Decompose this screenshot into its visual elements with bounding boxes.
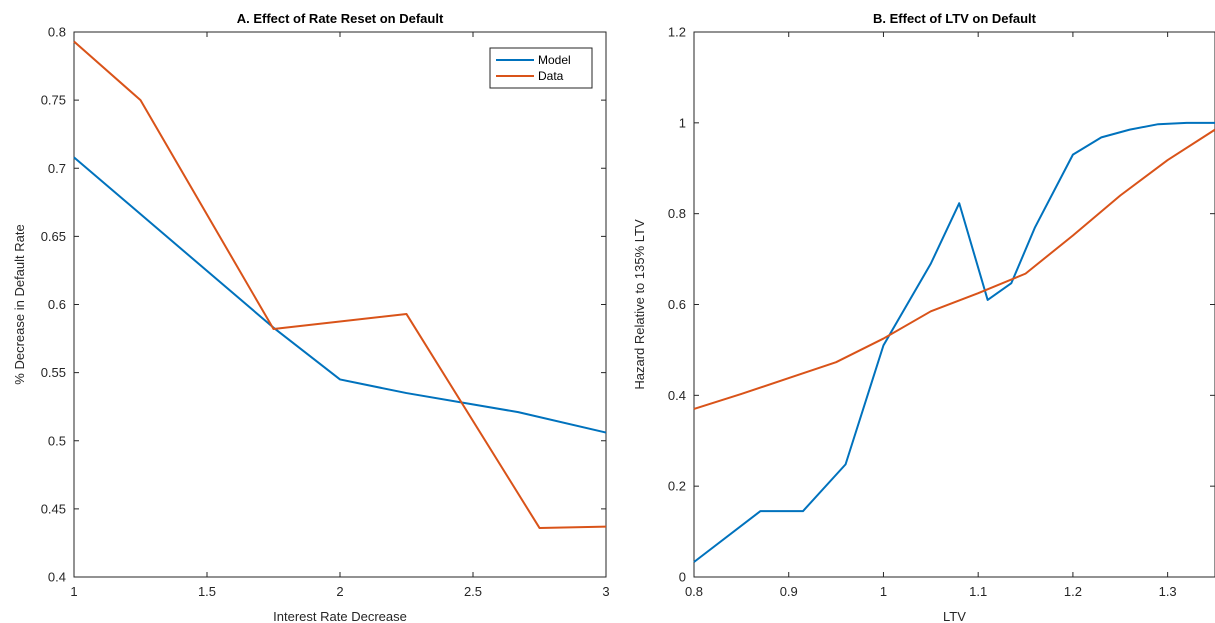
legend: Model Data bbox=[489, 47, 593, 89]
chart-a: 1 1.5 2 2.5 3 0.4 0.45 0.5 0.55 0.6 0.65 0.7 0.75 0.8… bbox=[12, 11, 610, 623]
legend-entry: Model bbox=[538, 53, 571, 67]
y-tick-label: 0.65 bbox=[41, 229, 66, 244]
chart-b: 0.8 0.9 1 1.1 1.2 1.3 0 0.2 0.4 0.6 0.8 1 1.2 B. Effe… bbox=[632, 11, 1215, 623]
y-tick-label: 0.8 bbox=[668, 206, 686, 221]
x-tick-label: 1.1 bbox=[969, 584, 987, 599]
y-tick-label: 0.4 bbox=[48, 570, 66, 585]
y-tick-label: 0.75 bbox=[41, 93, 66, 108]
x-tick-label: 1 bbox=[70, 584, 77, 599]
series-line-model bbox=[73, 156, 607, 434]
x-tick-label: 3 bbox=[602, 584, 609, 599]
x-tick-label: 1.5 bbox=[198, 584, 216, 599]
plot-area-frame bbox=[73, 31, 607, 578]
y-tick-label: 1 bbox=[679, 115, 686, 130]
y-tick-label: 0.6 bbox=[668, 297, 686, 312]
y-tick-label: 1.2 bbox=[668, 25, 686, 40]
chart-title: B. Effect of LTV on Default bbox=[873, 11, 1037, 26]
y-axis-label: Hazard Relative to 135% LTV bbox=[632, 219, 647, 390]
y-tick-label: 0.7 bbox=[48, 161, 66, 176]
y-tick-label: 0.4 bbox=[668, 388, 686, 403]
series-line-model bbox=[693, 121, 1215, 563]
y-axis-label: % Decrease in Default Rate bbox=[12, 224, 27, 384]
x-axis-label: Interest Rate Decrease bbox=[273, 609, 407, 623]
y-tick-label: 0.8 bbox=[48, 25, 66, 40]
y-tick-label: 0.45 bbox=[41, 501, 66, 516]
x-tick-label: 1.2 bbox=[1064, 584, 1082, 599]
legend-box bbox=[489, 47, 593, 89]
x-tick-label: 1.3 bbox=[1159, 584, 1177, 599]
x-tick-label: 2.5 bbox=[464, 584, 482, 599]
x-tick-label: 0.8 bbox=[685, 584, 703, 599]
x-tick-label: 1 bbox=[880, 584, 887, 599]
y-tick-label: 0.6 bbox=[48, 297, 66, 312]
series-line-data bbox=[693, 128, 1215, 410]
y-tick-label: 0.5 bbox=[48, 433, 66, 448]
x-tick-label: 2 bbox=[336, 584, 343, 599]
series-line-data bbox=[73, 40, 607, 529]
chart-title: A. Effect of Rate Reset on Default bbox=[237, 11, 444, 26]
y-tick-label: 0.55 bbox=[41, 365, 66, 380]
x-axis-label: LTV bbox=[943, 609, 966, 623]
x-tick-label: 0.9 bbox=[780, 584, 798, 599]
legend-entry: Data bbox=[538, 69, 564, 83]
y-tick-label: 0 bbox=[679, 570, 686, 585]
y-tick-label: 0.2 bbox=[668, 479, 686, 494]
plot-area-frame bbox=[693, 31, 1215, 578]
